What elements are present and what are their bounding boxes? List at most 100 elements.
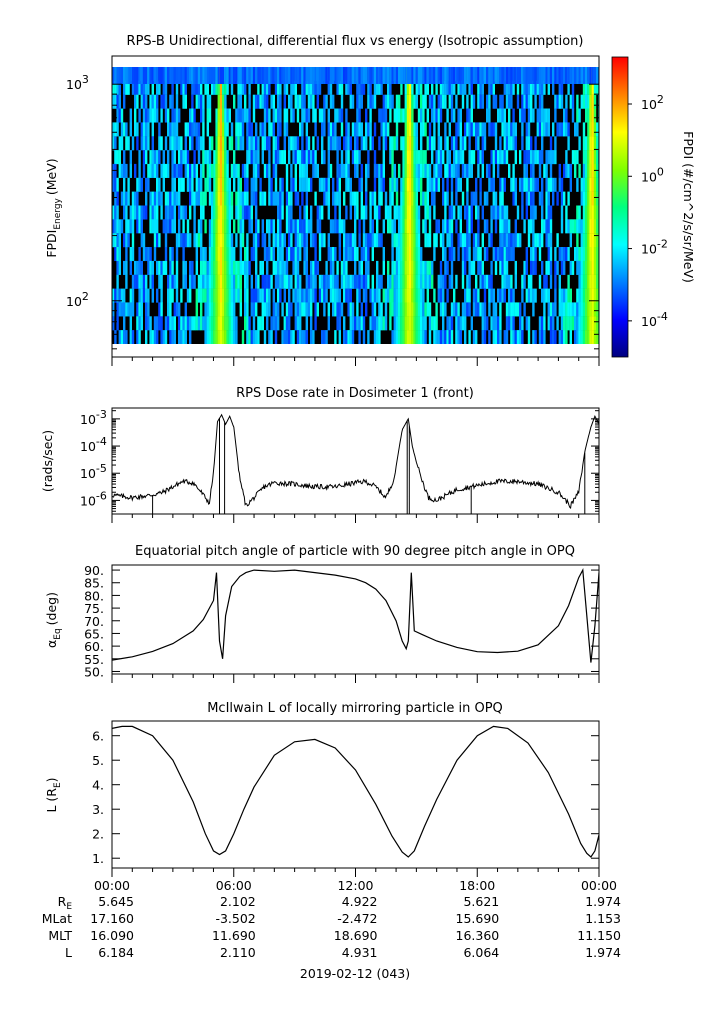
- spectrogram-cell: [464, 233, 467, 248]
- spectrogram-cell: [116, 191, 119, 206]
- spectrogram-cell: [252, 136, 256, 151]
- spectrogram-cell: [224, 163, 227, 178]
- spectrogram-cell: [587, 302, 590, 317]
- spectrogram-cell: [591, 80, 594, 95]
- spectrogram-cell: [501, 233, 504, 248]
- spectrogram-cell: [499, 191, 502, 206]
- spectrogram-cell: [270, 191, 273, 206]
- spectrogram-cell: [142, 122, 146, 137]
- spectrogram-cell: [459, 122, 462, 137]
- spectrogram-cell: [406, 67, 410, 84]
- spectrogram-cell: [250, 219, 253, 234]
- spectrogram-cell: [435, 80, 438, 95]
- spectrogram-cell: [200, 205, 203, 220]
- spectrogram-cell: [158, 136, 161, 151]
- spectrogram-cell: [547, 191, 550, 206]
- spectrogram-cell: [235, 330, 238, 345]
- spectrogram-cell: [268, 274, 271, 289]
- spectrogram-cell: [389, 150, 392, 165]
- spectrogram-cell: [142, 67, 146, 84]
- spectrogram-cell: [373, 67, 377, 84]
- spectrogram-cell: [508, 247, 511, 262]
- spectrogram-cell: [587, 67, 590, 84]
- spectrogram-cell: [510, 288, 513, 303]
- spectrogram-cell: [536, 233, 539, 248]
- spectrogram-cell: [422, 288, 425, 303]
- time-tick-label: 12:00: [337, 878, 373, 893]
- spectrogram-cell: [171, 80, 174, 95]
- spectrogram-cell: [149, 330, 152, 345]
- spectrogram-cell: [472, 67, 476, 84]
- spectrogram-cell: [446, 136, 449, 151]
- spectrogram-cell: [160, 94, 163, 109]
- spectrogram-cell: [127, 302, 130, 317]
- spectrogram-cell: [230, 136, 234, 151]
- spectrogram-cell: [160, 163, 163, 178]
- spectrogram-cell: [593, 163, 597, 178]
- spectrogram-cell: [215, 122, 218, 137]
- spectrogram-cell: [470, 67, 473, 84]
- spectrogram-cell: [208, 136, 212, 151]
- spectrogram-cell: [310, 67, 313, 84]
- spectrogram-cell: [512, 288, 515, 303]
- spectrogram-cell: [437, 136, 440, 151]
- spectrogram-cell: [131, 219, 135, 234]
- spectrogram-cell: [549, 302, 553, 317]
- spectrogram-cell: [382, 260, 385, 275]
- spectrogram-cell: [444, 136, 447, 151]
- spectrogram-cell: [255, 247, 258, 262]
- spectrogram-cell: [591, 122, 594, 137]
- spectrogram-cell: [301, 150, 304, 165]
- spectrogram-cell: [246, 233, 249, 248]
- spectrogram-cell: [541, 80, 544, 95]
- spectrogram-cell: [305, 330, 308, 345]
- spectrogram-cell: [582, 288, 586, 303]
- spectrogram-cell: [362, 274, 366, 289]
- spectrogram-cell: [134, 191, 137, 206]
- spectrogram-cell: [428, 136, 432, 151]
- spectrogram-cell: [565, 205, 568, 220]
- spectrogram-cell: [376, 205, 379, 220]
- spectrogram-cell: [490, 288, 493, 303]
- spectrogram-cell: [131, 233, 135, 248]
- spectrogram-cell: [475, 136, 478, 151]
- spectrogram-cell: [442, 274, 445, 289]
- spectrogram-cell: [123, 260, 126, 275]
- spectrogram-cell: [180, 288, 183, 303]
- spectrogram-cell: [189, 177, 192, 192]
- spectrogram-cell: [516, 94, 520, 109]
- spectrogram-cell: [521, 94, 524, 109]
- spectrogram-cell: [129, 288, 132, 303]
- spectrogram-cell: [184, 150, 187, 165]
- spectrogram-cell: [585, 302, 588, 317]
- ephemeris-value: 4.922: [342, 894, 378, 909]
- spectrogram-cell: [272, 247, 275, 262]
- spectrogram-cell: [442, 177, 445, 192]
- spectrogram-cell: [219, 233, 223, 248]
- spectrogram-cell: [213, 274, 216, 289]
- spectrogram-cell: [151, 80, 154, 95]
- spectrogram-cell: [380, 163, 383, 178]
- spectrogram-cell: [468, 260, 471, 275]
- spectrogram-cell: [565, 288, 568, 303]
- spectrogram-cell: [448, 330, 451, 345]
- spectrogram-cell: [391, 94, 394, 109]
- spectrogram-cell: [567, 316, 570, 331]
- spectrogram-cell: [219, 122, 223, 137]
- spectrogram-cell: [453, 288, 456, 303]
- spectrogram-cell: [453, 302, 456, 317]
- spectrogram-cell: [391, 330, 394, 345]
- spectrogram-cell: [263, 247, 267, 262]
- spectrogram-cell: [230, 330, 234, 345]
- spectrogram-cell: [578, 302, 581, 317]
- spectrogram-cell: [391, 288, 394, 303]
- spectrogram-cell: [129, 316, 132, 331]
- spectrogram-cell: [587, 205, 590, 220]
- spectrogram-cell: [387, 205, 390, 220]
- spectrogram-cell: [299, 316, 302, 331]
- spectrogram-cell: [158, 191, 161, 206]
- spectrogram-cell: [285, 316, 289, 331]
- spectrogram-cell: [468, 219, 471, 234]
- spectrogram-cell: [235, 108, 238, 123]
- spectrogram-cell: [299, 94, 302, 109]
